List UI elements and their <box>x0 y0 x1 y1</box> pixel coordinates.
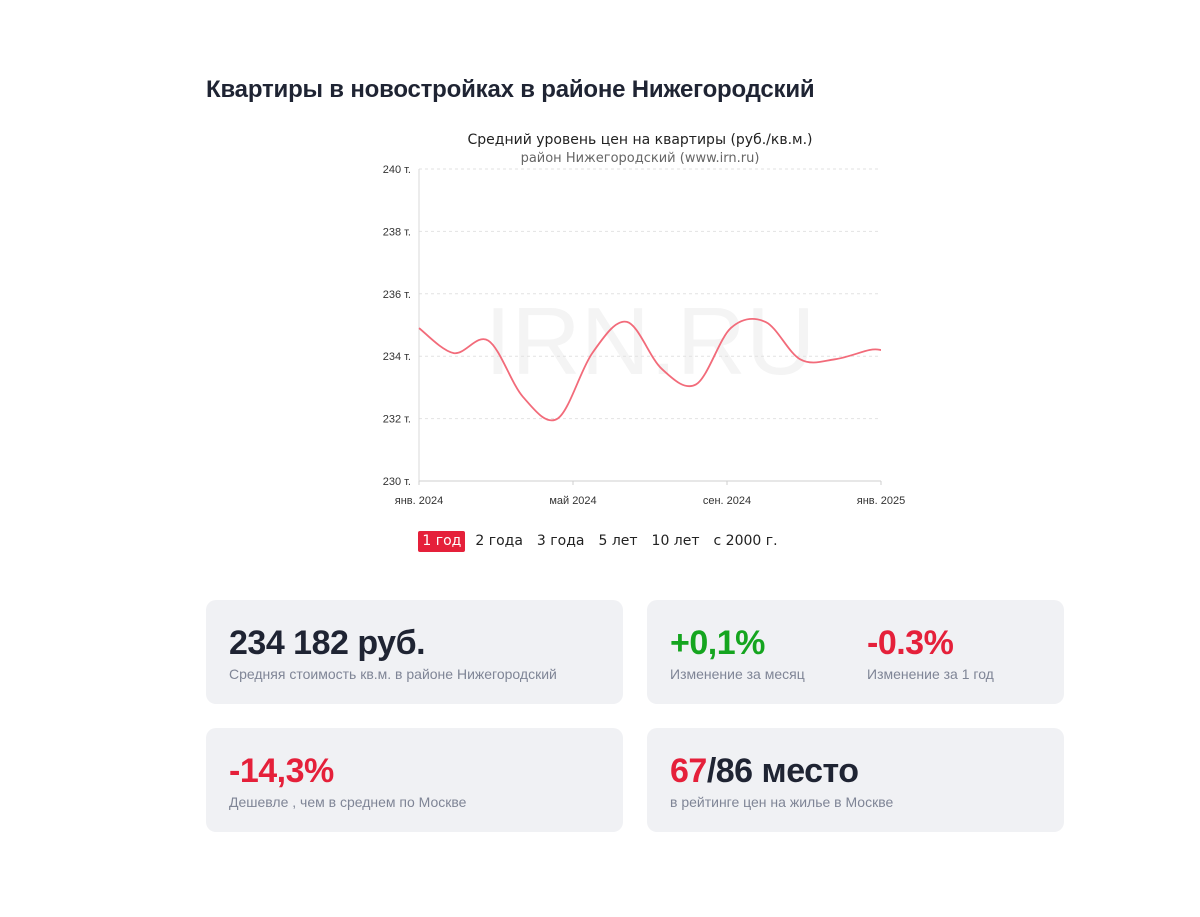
price-chart: IRN.RU Средний уровень цен на квартиры (… <box>340 124 940 524</box>
avg-price-caption: Средняя стоимость кв.м. в районе Нижегор… <box>229 666 557 682</box>
period-selector: 1 год 2 года 3 года 5 лет 10 лет с 2000 г. <box>0 531 1200 552</box>
rank-total: /86 место <box>706 752 859 790</box>
avg-price-card: 234 182 руб. Средняя стоимость кв.м. в р… <box>206 600 623 704</box>
chart-subtitle: район Нижегородский (www.irn.ru) <box>521 151 760 166</box>
period-option[interactable]: 2 года <box>475 533 523 549</box>
price-chart-svg: IRN.RU Средний уровень цен на квартиры (… <box>383 132 906 507</box>
year-change-caption: Изменение за 1 год <box>867 666 994 682</box>
x-tick-label: май 2024 <box>549 495 596 507</box>
y-tick-label: 240 т. <box>383 164 411 176</box>
vs-moscow-value: -14,3% <box>229 752 334 790</box>
axes: 240 т. 238 т. 236 т. 234 т. 232 т. 230 т. янв.… <box>383 164 906 507</box>
series-layer <box>418 317 882 422</box>
y-tick-label: 234 т. <box>383 351 411 363</box>
y-tick-label: 232 т. <box>383 414 411 426</box>
vs-moscow-card: -14,3% Дешевле , чем в среднем по Москве <box>206 728 623 832</box>
avg-price-value: 234 182 руб. <box>229 624 426 662</box>
period-option[interactable]: 5 лет <box>598 533 638 549</box>
y-tick-label: 236 т. <box>383 289 411 301</box>
month-change-value: +0,1% <box>670 624 765 662</box>
chart-title: Средний уровень цен на квартиры (руб./кв… <box>467 132 812 148</box>
period-option[interactable]: 1 год <box>418 531 466 552</box>
month-change-caption: Изменение за месяц <box>670 666 805 682</box>
grid-lines <box>419 168 881 420</box>
y-tick-label: 230 т. <box>383 476 411 488</box>
price-series-line <box>418 317 882 422</box>
rank-card: 67/86 место в рейтинге цен на жилье в Мо… <box>647 728 1064 832</box>
vs-moscow-caption: Дешевле , чем в среднем по Москве <box>229 794 467 810</box>
rank-value: 67/86 место <box>670 751 859 791</box>
period-option[interactable]: 3 года <box>536 533 585 549</box>
x-tick-label: сен. 2024 <box>703 495 751 507</box>
x-tick-label: янв. 2024 <box>395 495 443 507</box>
page-title: Квартиры в новостройках в районе Нижегор… <box>206 76 815 103</box>
x-tick-label: янв. 2025 <box>857 495 905 507</box>
period-option[interactable]: с 2000 г. <box>713 533 778 549</box>
rank-place: 67 <box>670 752 707 790</box>
change-card: +0,1% Изменение за месяц -0.3% Изменение… <box>647 600 1064 704</box>
watermark: IRN.RU <box>485 288 816 395</box>
period-option[interactable]: 10 лет <box>651 533 700 549</box>
year-change-value: -0.3% <box>867 624 954 662</box>
y-tick-label: 238 т. <box>383 226 411 238</box>
rank-caption: в рейтинге цен на жилье в Москве <box>670 794 894 810</box>
